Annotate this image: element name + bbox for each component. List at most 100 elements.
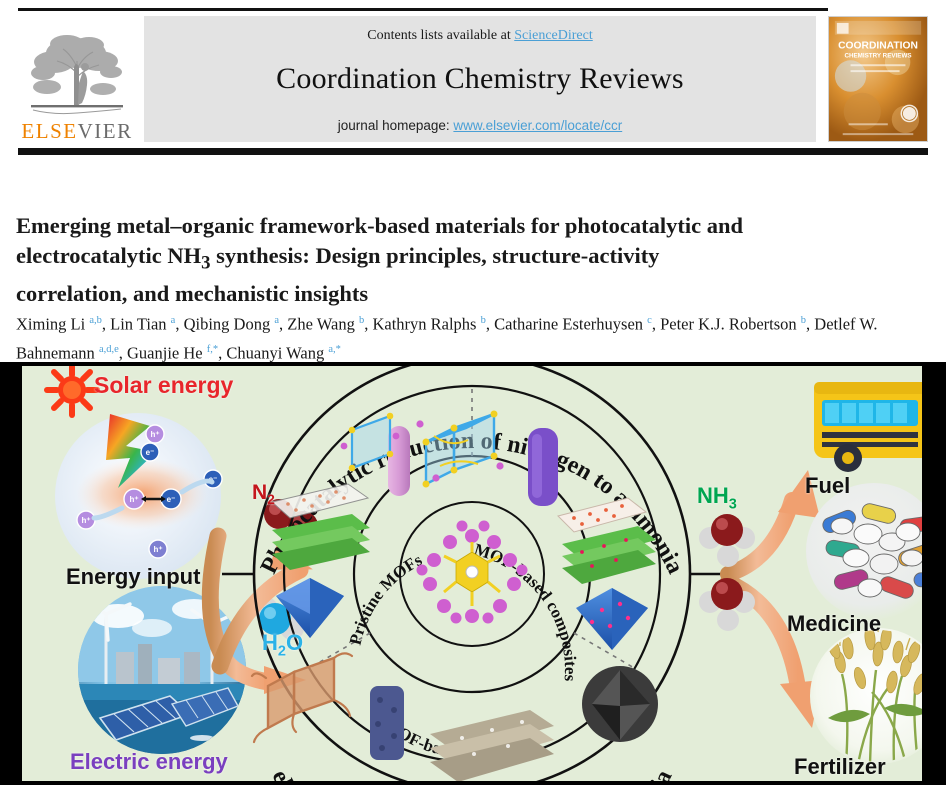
- label-nh3-symbol: NH: [697, 483, 729, 508]
- label-h2o: H2O: [262, 630, 303, 659]
- article-title-subscript: 3: [201, 252, 211, 274]
- author-name: Lin Tian: [110, 314, 171, 334]
- wordmark-letter: V: [77, 119, 95, 143]
- label-h2o-h: H: [262, 630, 278, 655]
- author-name: Ximing Li: [16, 314, 90, 334]
- porous-carbon-rod-icon: [370, 686, 404, 760]
- label-medicine: Medicine: [787, 611, 882, 636]
- article-title-line-3: correlation, and mechanistic insights: [16, 280, 369, 306]
- octahedron-icon-composite: [576, 588, 648, 650]
- mof-cage-icon-left: [340, 412, 400, 472]
- author-name: Kathryn Ralphs: [372, 314, 481, 334]
- svg-text:e⁻: e⁻: [146, 448, 155, 457]
- label-nh3-subscript: 3: [728, 496, 737, 513]
- mof-cluster-icon: [416, 520, 528, 624]
- homepage-prefix-text: journal homepage:: [337, 118, 454, 133]
- label-n2-subscript: 2: [267, 491, 275, 508]
- header-rule-bottom: [18, 148, 928, 155]
- elsevier-tree-icon: [31, 35, 123, 115]
- article-title-line-2a: electrocatalytic NH: [16, 243, 202, 269]
- author-affiliation: f,*: [206, 343, 219, 355]
- author-name: Peter K.J. Robertson: [660, 314, 801, 334]
- journal-cover-art-icon: COORDINATION CHEMISTRY REVIEWS: [829, 17, 927, 141]
- graphene-sheet-icon: [270, 483, 370, 519]
- nh3-molecule-icon-bottom: [699, 578, 755, 631]
- label-solar-energy: Solar energy: [94, 372, 234, 398]
- sun-icon: [44, 366, 100, 418]
- graphical-abstract-artwork: h⁺ e⁻ h⁺ e⁻ e⁻ h⁺ h⁺: [44, 366, 922, 781]
- author-name: Chuanyi Wang: [226, 343, 329, 362]
- svg-text:CHEMISTRY REVIEWS: CHEMISTRY REVIEWS: [844, 52, 911, 59]
- svg-text:h⁺: h⁺: [150, 430, 159, 439]
- svg-text:e⁻: e⁻: [167, 495, 176, 504]
- photocatalyst-sphere-icon: h⁺ e⁻ h⁺ e⁻ e⁻ h⁺ h⁺: [55, 413, 223, 579]
- svg-text:h⁺: h⁺: [129, 495, 138, 504]
- author-name: Detlef W. Bahnemann: [16, 314, 878, 363]
- article-title-line-2b: synthesis: Design principles, structure-…: [210, 243, 660, 269]
- pills-icon: [806, 483, 922, 619]
- journal-cover-thumbnail[interactable]: COORDINATION CHEMISTRY REVIEWS: [828, 16, 928, 142]
- svg-text:h⁺: h⁺: [81, 516, 90, 525]
- author-list: Ximing Li a,b, Lin Tian a, Qibing Dong a…: [16, 314, 878, 363]
- contents-available-line: Contents lists available at ScienceDirec…: [367, 28, 593, 44]
- journal-homepage-line: journal homepage: www.elsevier.com/locat…: [338, 118, 622, 133]
- graphical-abstract: h⁺ e⁻ h⁺ e⁻ e⁻ h⁺ h⁺: [0, 362, 946, 785]
- layered-material-icon: [430, 710, 554, 781]
- label-fertilizer: Fertilizer: [794, 754, 886, 779]
- nh3-molecule-icon-top: [699, 514, 755, 567]
- wordmark-letter: E: [102, 119, 118, 143]
- purple-nanorod-icon: [528, 428, 558, 506]
- journal-header: ELSEVIER Contents lists available at Sci…: [0, 0, 946, 160]
- label-energy-input: Energy input: [66, 564, 201, 589]
- label-h2o-subscript: 2: [277, 643, 286, 660]
- author-affiliation: a: [274, 315, 280, 326]
- article-title-line-1: Emerging metal–organic framework-based m…: [16, 213, 743, 239]
- author-name: Catharine Esterhuysen: [494, 314, 648, 334]
- article-title: Emerging metal–organic framework-based m…: [16, 211, 846, 309]
- author-affiliation: b: [800, 315, 807, 326]
- svg-text:e⁻: e⁻: [209, 475, 218, 484]
- author-affiliation: a: [170, 315, 176, 326]
- mof-derivative-cage-icon: [250, 652, 354, 744]
- contents-strip: Contents lists available at ScienceDirec…: [144, 16, 816, 142]
- green-nanosheets-icon-right: [562, 526, 656, 584]
- journal-title: Coordination Chemistry Reviews: [276, 62, 684, 95]
- label-n2-symbol: N: [252, 481, 268, 504]
- journal-homepage-link[interactable]: www.elsevier.com/locate/ccr: [453, 118, 623, 133]
- header-rule-top: [18, 8, 828, 11]
- svg-text:COORDINATION: COORDINATION: [838, 40, 918, 51]
- author-name: Guanjie He: [127, 343, 207, 362]
- label-h2o-o: O: [285, 630, 304, 655]
- sciencedirect-link[interactable]: ScienceDirect: [514, 28, 593, 43]
- mof-composite-sheet-icon: [557, 497, 648, 533]
- author-name: Zhe Wang: [287, 314, 359, 334]
- school-bus-icon: [814, 382, 922, 472]
- carbon-particle-icon: [582, 666, 658, 742]
- author-affiliation: a,b: [89, 315, 102, 326]
- wordmark-letter: L: [35, 119, 51, 143]
- mof-cage-icon-blue: [416, 410, 504, 488]
- graphical-abstract-canvas: h⁺ e⁻ h⁺ e⁻ e⁻ h⁺ h⁺: [22, 366, 922, 781]
- label-n2: N2: [252, 481, 275, 507]
- wordmark-letter: S: [50, 119, 64, 143]
- author-affiliation: a,*: [328, 343, 341, 355]
- nanorod-icon: [388, 426, 410, 496]
- contents-prefix-text: Contents lists available at: [367, 28, 515, 43]
- author-affiliation: b: [358, 315, 365, 326]
- wordmark-letter: R: [117, 119, 133, 143]
- author-affiliation: a,d,e: [98, 343, 119, 355]
- elsevier-logo: ELSEVIER: [18, 16, 136, 142]
- label-nh3: NH3: [697, 483, 737, 512]
- green-nanosheets-icon-left: [272, 514, 370, 570]
- wordmark-letter: E: [21, 119, 36, 143]
- author-affiliation: c: [647, 315, 652, 326]
- octahedron-icon-blue: [276, 578, 344, 638]
- wordmark-letter: I: [94, 119, 103, 143]
- author-affiliation: b: [480, 315, 486, 326]
- label-electric-energy: Electric energy: [70, 749, 228, 774]
- author-name: Qibing Dong: [183, 314, 275, 334]
- svg-text:h⁺: h⁺: [153, 545, 162, 554]
- wordmark-letter: E: [63, 119, 78, 143]
- elsevier-wordmark: ELSEVIER: [21, 121, 132, 142]
- label-fuel: Fuel: [805, 473, 851, 498]
